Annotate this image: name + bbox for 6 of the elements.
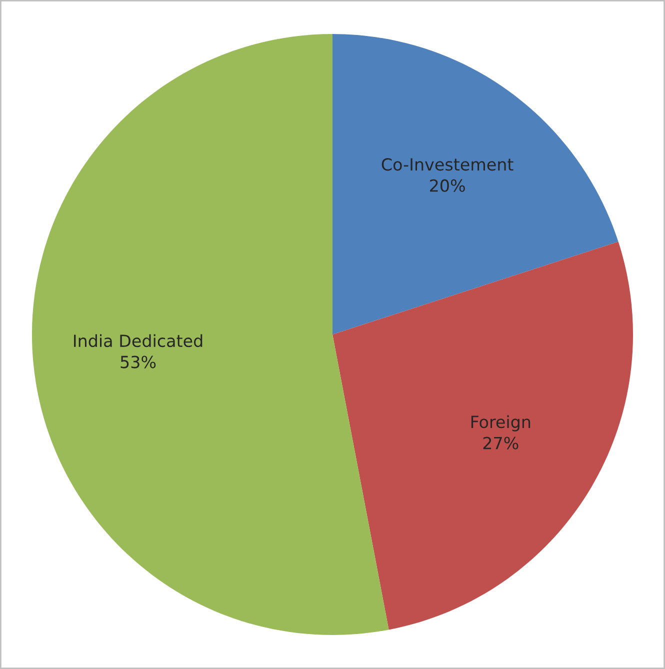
data-label: 27% — [483, 436, 518, 450]
slice-label: Co-Investement — [382, 158, 514, 171]
slice-label: Foreign — [471, 415, 530, 432]
slice-label: India Dedicated — [74, 334, 202, 348]
data-label: 20% — [430, 179, 465, 192]
data-label: 53% — [120, 356, 156, 368]
